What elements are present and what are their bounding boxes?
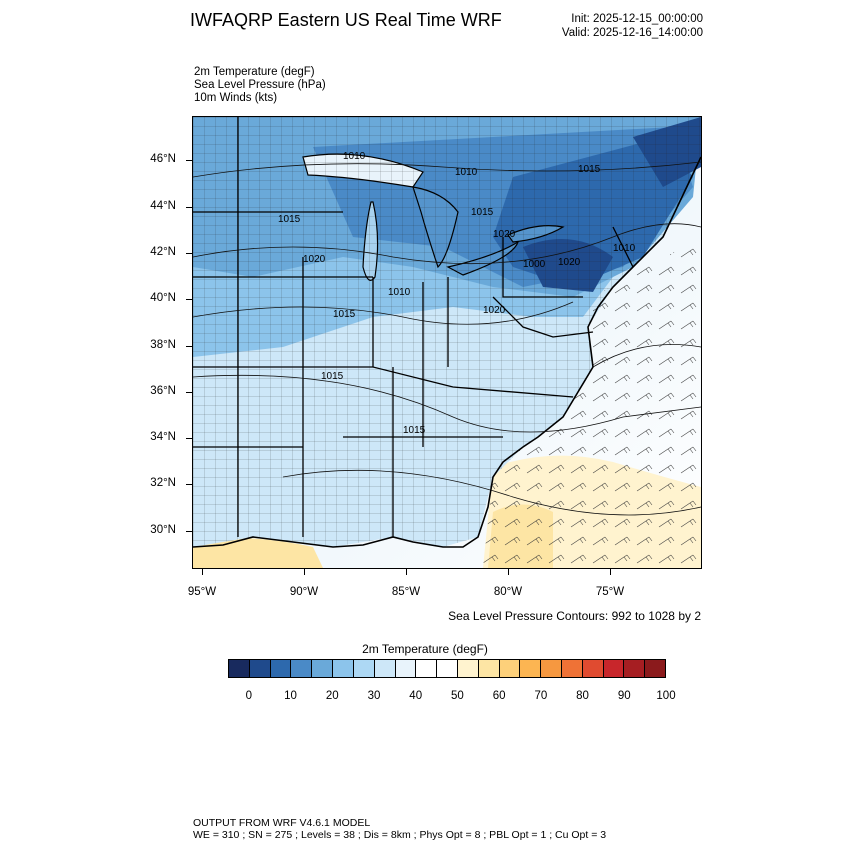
colorbar-swatch [312,660,334,677]
colorbar-swatch [499,660,521,677]
isobar-label: 1020 [303,254,326,265]
map-title: IWFAQRP Eastern US Real Time WRF [190,10,502,30]
isobar-label: 1010 [613,243,636,254]
colorbar-title: 2m Temperature (degF) [362,642,488,656]
colorbar-tick-label: 60 [492,690,506,702]
lat-label: 38°N [150,339,176,351]
lat-tick [186,207,192,208]
lon-tick [508,569,509,575]
lon-tick [406,569,407,575]
lat-label: 40°N [150,292,176,304]
lon-label: 90°W [289,586,319,598]
isobar-label: 1010 [388,287,411,298]
isobar-label: 1020 [483,305,506,316]
lon-tick [304,569,305,575]
lat-label: 36°N [150,385,176,397]
colorbar-swatch [624,660,646,677]
colorbar-swatch [645,660,666,677]
isobar-label: 1015 [578,164,601,175]
colorbar-swatch [270,660,292,677]
field-label-pressure: Sea Level Pressure (hPa) [194,79,326,91]
isobar-label: 1000 [523,259,546,270]
colorbar-tick-label: 80 [576,690,589,702]
lon-tick [610,569,611,575]
colorbar [228,659,666,678]
colorbar-swatch [457,660,479,677]
valid-time: Valid: 2025-12-16_14:00:00 [561,27,703,39]
lat-label: 30°N [150,524,176,536]
contour-note: Sea Level Pressure Contours: 992 to 1028… [448,609,701,623]
colorbar-swatch [603,660,625,677]
lat-tick [186,346,192,347]
colorbar-swatch [374,660,396,677]
colorbar-swatch [582,660,604,677]
temperature-map: 1010 1010 1015 1015 1020 1015 1015 1015 1020 1010… [193,117,701,568]
colorbar-tick-label: 40 [409,690,423,702]
colorbar-swatch [291,660,313,677]
isobar-label: 1015 [278,214,301,225]
colorbar-swatch [520,660,542,677]
isobar-label: 1015 [333,309,356,320]
model-config: WE = 310 ; SN = 275 ; Levels = 38 ; Dis … [193,829,607,841]
colorbar-tick-label: 0 [245,690,253,702]
isobar-label: 1010 [455,167,478,178]
isobar-label: 1015 [403,425,426,436]
colorbar-tick-label: 70 [534,690,548,702]
lat-label: 46°N [150,153,176,165]
lat-tick [186,253,192,254]
map-panel: 1010 1010 1015 1015 1020 1015 1015 1015 1020 1010… [192,116,702,569]
lat-label: 44°N [150,200,176,212]
isobar-label: 1015 [471,207,494,218]
lat-tick [186,531,192,532]
colorbar-tick-label: 10 [284,690,297,702]
lon-tick [202,569,203,575]
lon-label: 85°W [391,586,421,598]
isobar-label: 1020 [493,229,516,240]
colorbar-swatch [416,660,438,677]
colorbar-swatch [395,660,417,677]
colorbar-tick-label: 20 [325,690,339,702]
colorbar-tick-label: 100 [656,690,676,702]
lat-tick [186,299,192,300]
colorbar-swatch [541,660,562,677]
lat-tick [186,484,192,485]
colorbar-swatch [437,660,458,677]
lat-label: 42°N [150,246,176,258]
lon-label: 95°W [187,586,217,598]
lat-label: 34°N [150,431,176,443]
isobar-label: 1010 [343,151,366,162]
colorbar-tick-label: 90 [617,690,631,702]
lat-tick [186,160,192,161]
isobar-label: 1020 [558,257,581,268]
model-info: OUTPUT FROM WRF V4.6.1 MODEL [193,817,371,829]
colorbar-swatch [333,660,354,677]
lon-label: 80°W [493,586,523,598]
lat-tick [186,438,192,439]
lat-tick [186,392,192,393]
lat-label: 32°N [150,477,176,489]
colorbar-swatch [478,660,500,677]
colorbar-swatch [229,660,250,677]
colorbar-swatch [562,660,583,677]
field-label-winds: 10m Winds (kts) [194,92,278,104]
colorbar-tick-label: 50 [451,690,464,702]
colorbar-tick-label: 30 [367,690,381,702]
field-label-temperature: 2m Temperature (degF) [194,66,315,78]
colorbar-swatch [249,660,271,677]
colorbar-swatch [353,660,375,677]
init-time: Init: 2025-12-15_00:00:00 [571,13,703,25]
isobar-label: 1015 [321,371,344,382]
lon-label: 75°W [595,586,625,598]
